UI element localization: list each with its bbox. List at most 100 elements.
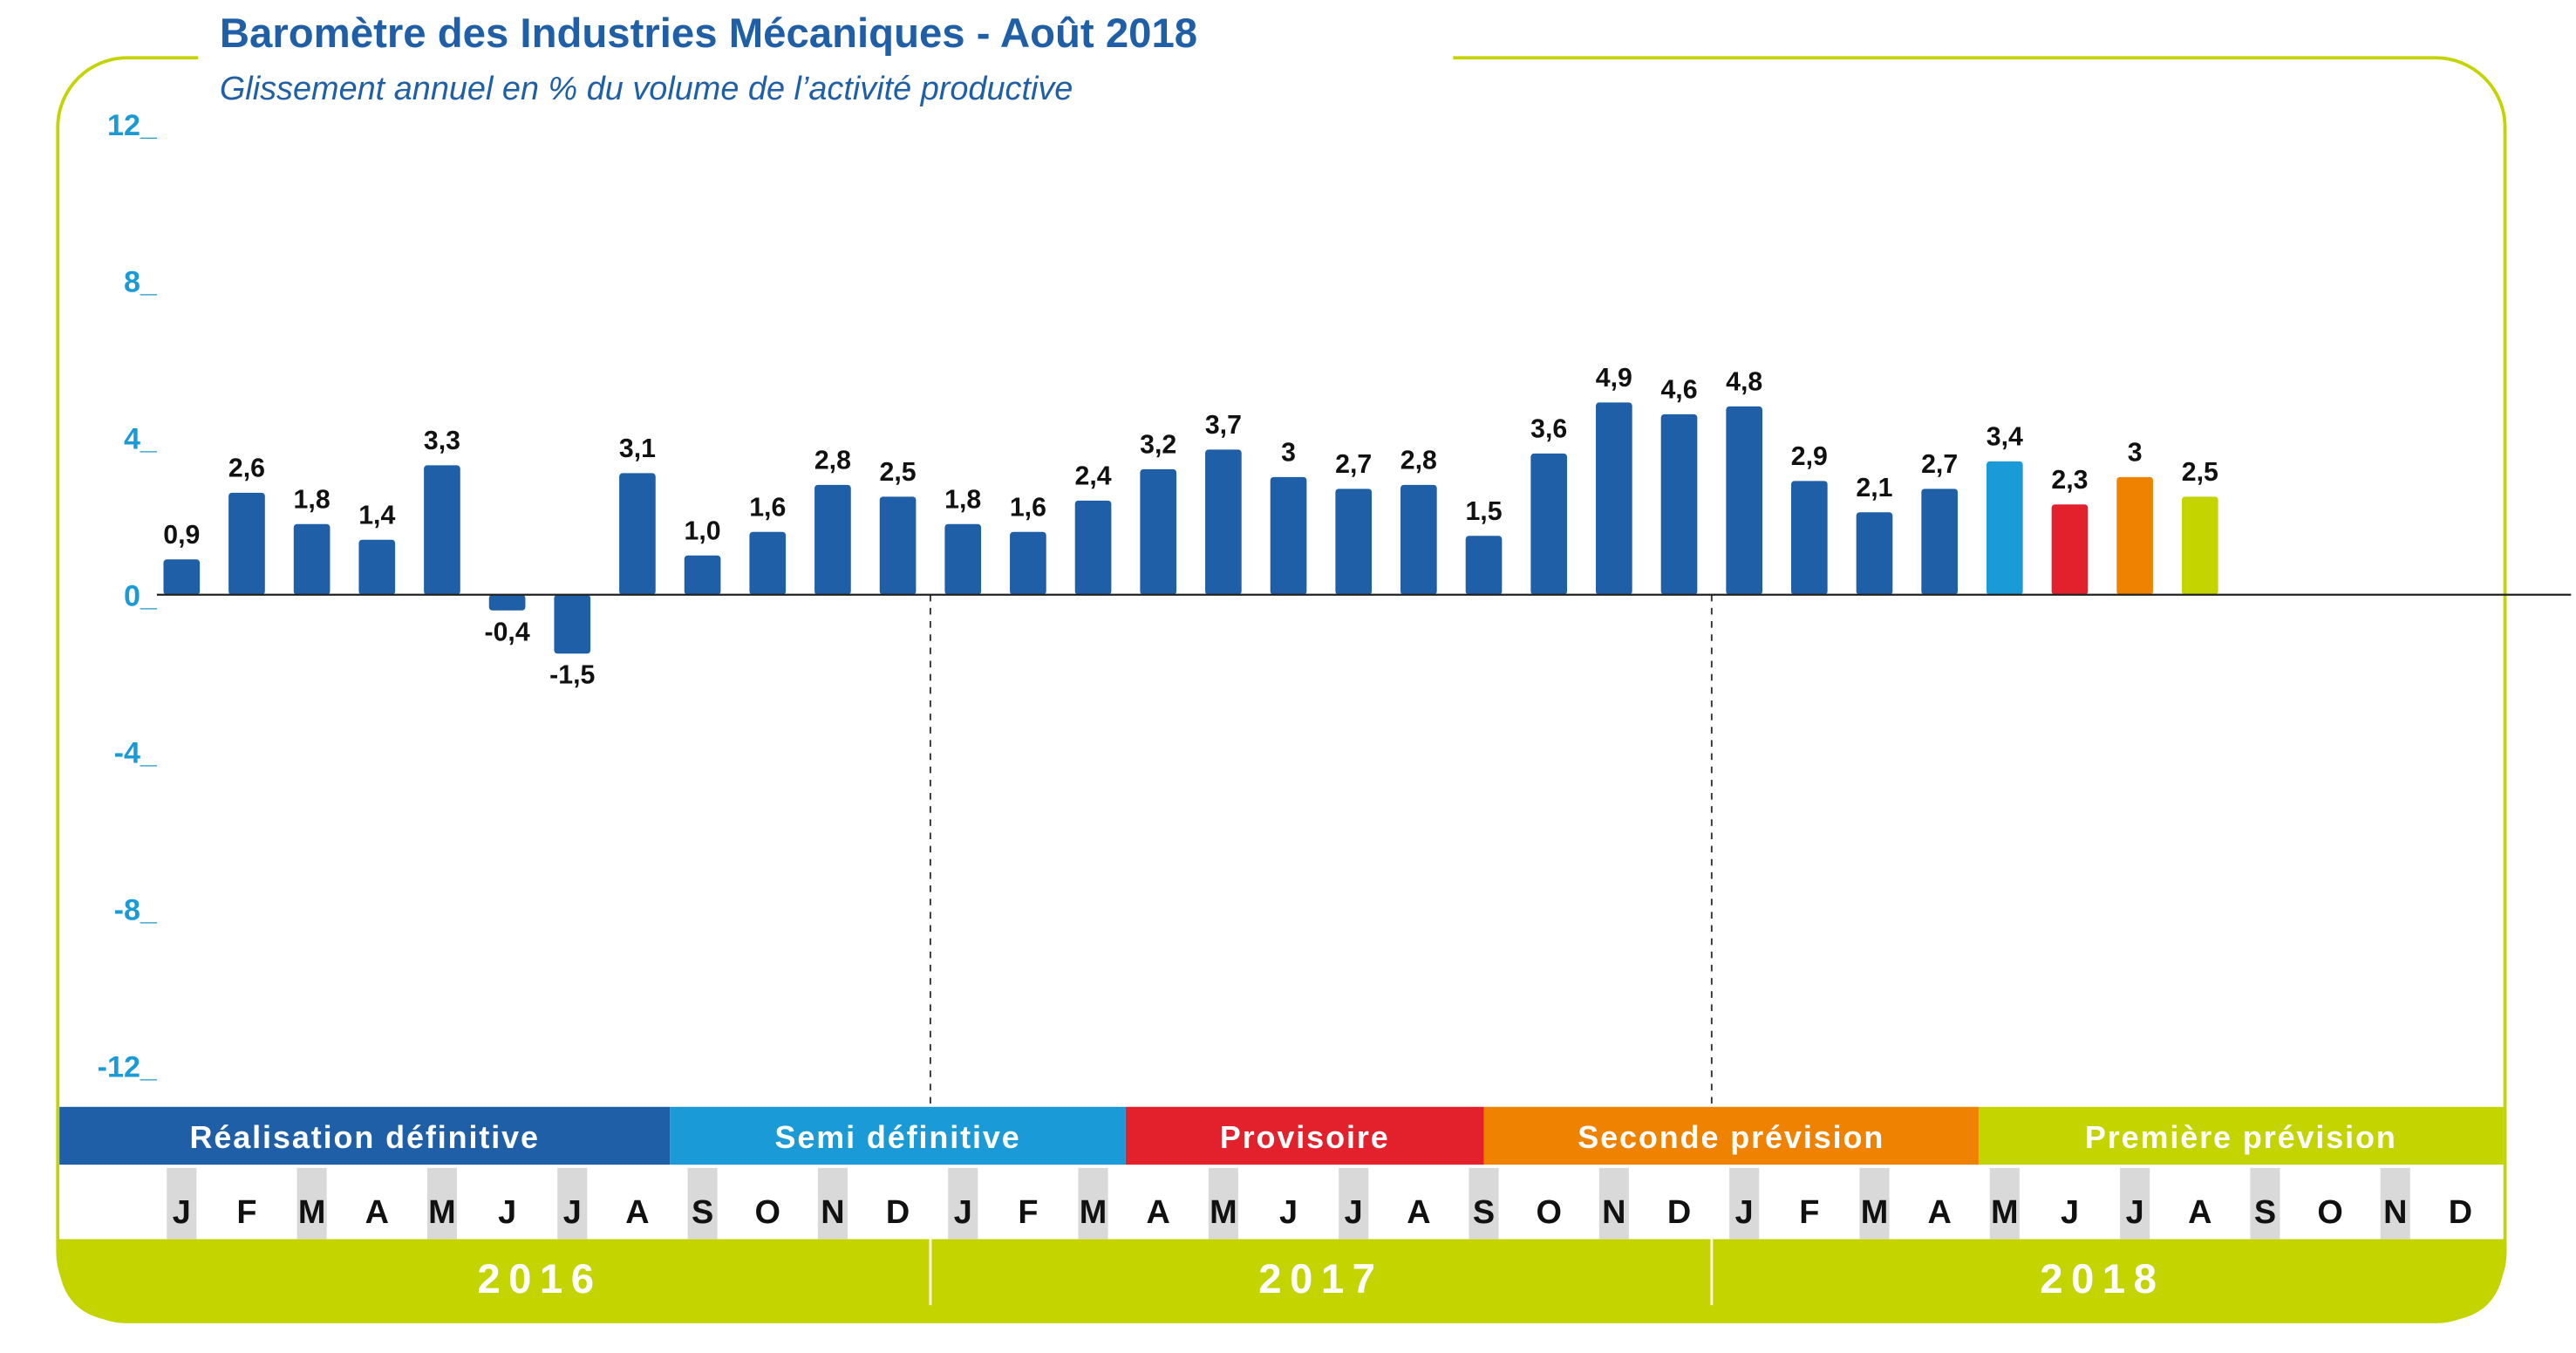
value-label: -0,4 [485, 618, 530, 646]
x-tick-label: A [1927, 1194, 1951, 1231]
bar [1335, 489, 1373, 595]
value-label: 2,4 [1075, 461, 1112, 490]
value-label: 2,6 [228, 454, 265, 482]
bar [2116, 476, 2153, 595]
value-label: 2,1 [1856, 474, 1892, 502]
bar [684, 555, 721, 595]
y-tick-label: -12_ [98, 1050, 158, 1083]
bar [1986, 461, 2023, 595]
month-shade [426, 1167, 457, 1240]
x-tick-label: F [1018, 1194, 1038, 1231]
phase-label: Seconde prévision [1578, 1119, 1884, 1155]
bar [1205, 449, 1242, 595]
x-tick-label: J [1279, 1194, 1298, 1231]
y-tick-label: -4_ [114, 736, 158, 769]
x-tick-label: J [563, 1194, 582, 1231]
value-label: 3,7 [1205, 411, 1242, 440]
value-label: 2,8 [814, 446, 851, 475]
value-label: 1,8 [944, 485, 981, 514]
month-shade [1339, 1167, 1369, 1240]
year-label: 2018 [2040, 1256, 2164, 1302]
bar [619, 473, 656, 595]
value-label: 0,9 [163, 521, 200, 550]
month-shade [1598, 1167, 1629, 1240]
year-label: 2016 [477, 1256, 602, 1302]
phase-label: Réalisation définitive [190, 1119, 540, 1155]
x-tick-label: D [1667, 1194, 1691, 1231]
phase-band [1483, 1106, 1979, 1165]
value-label: 2,5 [2182, 458, 2218, 487]
value-label: 1,4 [358, 501, 395, 530]
value-label: 3,1 [619, 434, 656, 463]
value-label: 2,8 [1400, 446, 1437, 475]
bar [554, 594, 591, 654]
bar [293, 523, 331, 595]
bar [1465, 536, 1503, 595]
x-tick-label: J [498, 1194, 516, 1231]
month-shade [1208, 1167, 1238, 1240]
x-tick-label: J [1345, 1194, 1363, 1231]
x-tick-label: J [1735, 1194, 1754, 1231]
value-label: 2,3 [2051, 466, 2088, 495]
x-tick-label: J [954, 1194, 972, 1231]
bar [358, 539, 396, 595]
y-tick-label: 12_ [107, 109, 158, 142]
month-shade [948, 1167, 978, 1240]
x-tick-label: J [173, 1194, 191, 1231]
bar [228, 492, 265, 595]
x-tick-label: F [236, 1194, 256, 1231]
y-tick-label: 8_ [124, 266, 158, 299]
month-shade [2250, 1167, 2280, 1240]
bar [1856, 512, 1893, 595]
bar [2051, 504, 2089, 595]
x-tick-label: A [1147, 1194, 1170, 1231]
month-shade [1729, 1167, 1760, 1240]
x-tick-label: A [365, 1194, 389, 1231]
month-shade [2120, 1167, 2150, 1240]
x-tick-label: J [2126, 1194, 2144, 1231]
phase-band [59, 1106, 671, 1165]
y-tick-label: 0_ [124, 580, 158, 613]
chart-title: Baromètre des Industries Mécaniques - Ao… [220, 10, 1197, 57]
bar [1400, 484, 1437, 595]
bar [1530, 453, 1568, 595]
x-tick-label: A [2188, 1194, 2211, 1231]
y-tick-label: -8_ [114, 893, 158, 926]
phase-band [670, 1106, 1126, 1165]
x-tick-label: M [1861, 1194, 1889, 1231]
bar [879, 496, 917, 595]
value-label: 1,5 [1465, 497, 1502, 526]
plot: 12_ 8_ 4_ 0_ -4_ -8_ -12_ Réalisation définitiv… [59, 109, 2572, 1306]
x-tick-label: O [1536, 1194, 1561, 1231]
x-tick-label: S [2254, 1194, 2276, 1231]
bar [1140, 468, 1177, 595]
x-tick-label: F [1799, 1194, 1819, 1231]
bar [749, 531, 787, 595]
phase-band [1125, 1106, 1484, 1165]
value-label: 2,7 [1335, 450, 1372, 479]
x-tick-label: D [886, 1194, 910, 1231]
value-label: 3,4 [1987, 422, 2023, 451]
month-shade [557, 1167, 588, 1240]
value-label: 1,8 [294, 485, 331, 514]
value-label: 1,0 [685, 516, 721, 545]
bar [1596, 402, 1632, 595]
x-tick-label: M [428, 1194, 456, 1231]
bar [814, 484, 851, 595]
chart-subtitle: Glissement annuel en % du volume de l’ac… [220, 71, 1073, 107]
x-tick-label: N [821, 1194, 844, 1231]
year-label: 2017 [1258, 1256, 1383, 1302]
x-tick-label: S [692, 1194, 713, 1231]
bar [1660, 413, 1698, 595]
value-label: 2,7 [1921, 450, 1958, 479]
month-shade [1859, 1167, 1890, 1240]
x-tick-label: S [1473, 1194, 1495, 1231]
month-shade [687, 1167, 718, 1240]
month-band [59, 1165, 2504, 1240]
month-shade [296, 1167, 327, 1240]
x-tick-label: M [1210, 1194, 1237, 1231]
value-label: 3 [2128, 438, 2143, 467]
value-label: 4,6 [1660, 375, 1697, 404]
value-label: 3 [1281, 438, 1296, 467]
